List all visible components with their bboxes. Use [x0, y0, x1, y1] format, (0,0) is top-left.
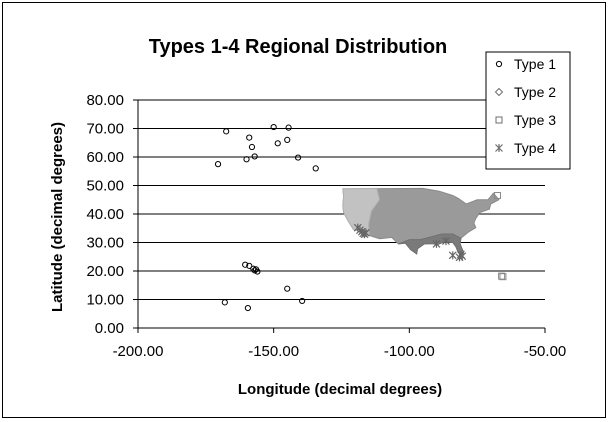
- legend-label-type-2: Type 2: [514, 84, 556, 100]
- legend-label-type-1: Type 1: [514, 56, 556, 72]
- x-tick-label: -100.00: [384, 343, 435, 360]
- type-1-point: [312, 165, 319, 172]
- legend-marker-type-1: [495, 60, 503, 68]
- gridlines: [138, 99, 545, 300]
- y-tick-label: 50.00: [86, 178, 124, 195]
- type-1-point: [284, 136, 291, 143]
- y-tick-label: 10.00: [86, 292, 124, 309]
- legend-marker-type-3: [495, 116, 503, 124]
- legend-marker-type-4: [495, 144, 503, 152]
- legend-marker-type-2: [494, 87, 504, 97]
- type-1-point: [250, 265, 257, 272]
- type-4-point: [458, 252, 467, 261]
- x-tick-labels: -200.00 -150.00 -100.00 -50.00: [113, 343, 567, 360]
- type-1-point: [242, 261, 249, 268]
- data-points: [214, 123, 507, 312]
- type-1-point: [270, 123, 277, 131]
- type-3-point: [499, 273, 507, 281]
- y-tick-label: 0.00: [95, 320, 124, 337]
- type-1-point: [244, 304, 251, 312]
- type-1-point: [274, 140, 281, 147]
- y-tick-label: 30.00: [86, 235, 124, 252]
- y-tick-label: 40.00: [86, 206, 124, 223]
- legend: Type 1 Type 2 Type 3 Type 4: [485, 51, 571, 170]
- type-1-point: [246, 262, 253, 269]
- x-tick-label: -150.00: [248, 343, 299, 360]
- type-1-point: [223, 128, 230, 135]
- type-1-point: [294, 154, 302, 161]
- type-3-point: [494, 191, 502, 199]
- type-4-point: [361, 228, 370, 237]
- legend-label-type-4: Type 4: [514, 140, 556, 156]
- type-1-point: [284, 285, 291, 292]
- type-4-point: [432, 239, 441, 248]
- chart-title: Types 1-4 Regional Distribution: [149, 36, 448, 58]
- type-1-point: [251, 153, 258, 160]
- type-4-point: [442, 237, 450, 246]
- y-tick-label: 20.00: [86, 263, 124, 280]
- y-tick-label: 80.00: [86, 92, 124, 109]
- type-3-point: [498, 272, 506, 280]
- y-tick-label: 60.00: [86, 149, 124, 166]
- type-1-point: [299, 297, 306, 305]
- type-1-point: [285, 124, 292, 131]
- y-tick-label: 70.00: [86, 121, 124, 138]
- x-tick-label: -50.00: [524, 343, 567, 360]
- type-1-point: [254, 268, 261, 275]
- y-axis-label: Latitude (decimal degrees): [49, 122, 66, 312]
- x-axis-label: Longitude (decimal degrees): [238, 381, 442, 398]
- type-1-point: [248, 143, 256, 151]
- type-1-point: [221, 299, 228, 306]
- type-1-point: [243, 156, 250, 163]
- type-1-point: [214, 161, 222, 168]
- axes: [133, 99, 546, 333]
- legend-label-type-3: Type 3: [514, 112, 556, 128]
- type-4-point: [448, 251, 457, 260]
- type-1-point: [246, 134, 253, 141]
- us-coverage-area: [342, 187, 500, 258]
- x-tick-label: -200.00: [113, 343, 164, 360]
- y-tick-labels: 0.00 10.00 20.00 30.00 40.00 50.00 60.00 70.00 8…: [86, 92, 124, 337]
